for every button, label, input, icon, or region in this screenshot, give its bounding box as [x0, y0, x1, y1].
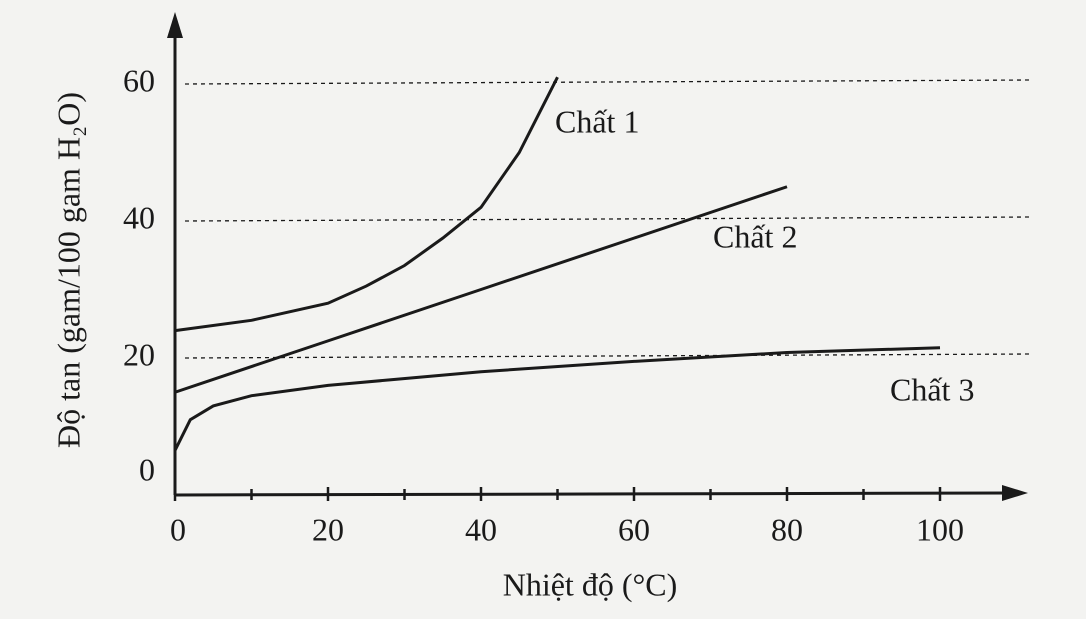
y-tick-label: 40: [123, 199, 155, 235]
x-tick-label: 100: [916, 511, 964, 547]
x-tick-label: 80: [771, 511, 803, 547]
series-line: [173, 346, 941, 452]
series-label: Chất 2: [713, 218, 797, 254]
y-axis-label: Độ tan (gam/100 gam H₂O): [50, 92, 86, 448]
series-label: Chất 3: [890, 371, 974, 407]
x-tick-label: 40: [465, 511, 497, 547]
x-tick-label: 60: [618, 511, 650, 547]
grid-line: [184, 216, 1033, 222]
x-axis-arrow: [1002, 485, 1028, 501]
y-tick-label: 0: [139, 451, 155, 487]
x-tick-label: 0: [170, 511, 186, 547]
y-tick-label: 20: [123, 336, 155, 372]
series-line: [174, 76, 559, 333]
x-axis-label: Nhiệt độ (°C): [503, 566, 678, 602]
x-axis: [174, 491, 1011, 497]
y-tick-label: 60: [123, 62, 155, 98]
x-tick-label: 20: [312, 511, 344, 547]
series-label: Chất 1: [555, 103, 639, 139]
grid-line: [184, 353, 1033, 359]
grid-line: [184, 79, 1033, 85]
series-line: [174, 185, 788, 394]
y-axis-arrow: [167, 12, 183, 38]
